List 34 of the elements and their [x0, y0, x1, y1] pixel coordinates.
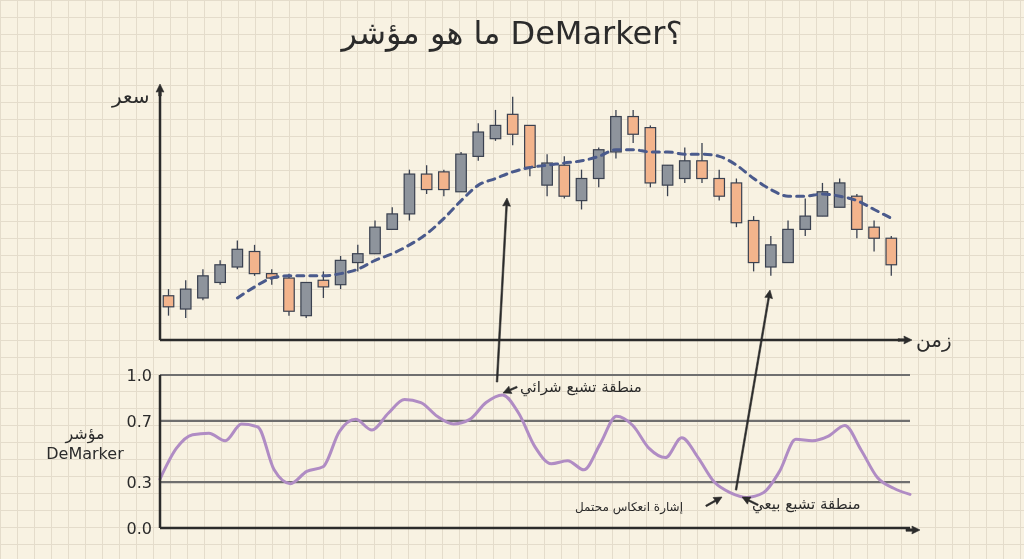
candlestick	[696, 142, 708, 184]
candlestick	[437, 169, 450, 197]
candlestick	[661, 164, 674, 197]
candlestick	[799, 197, 812, 237]
chart-title: ما هو مؤشر DeMarker؟	[339, 14, 684, 52]
candlestick	[386, 206, 399, 231]
candlestick	[868, 219, 880, 253]
candlestick	[713, 169, 726, 202]
x-axis-title: زمن	[916, 328, 952, 352]
y-tick-label: 0.0	[126, 518, 152, 538]
candlestick	[351, 244, 364, 273]
candlestick	[197, 268, 209, 301]
candlestick	[248, 244, 261, 277]
candlestick	[214, 259, 226, 286]
candlestick	[764, 235, 777, 277]
candlestick	[575, 169, 588, 211]
y-axis-title: مؤشر DeMarker	[46, 424, 124, 463]
candlestick	[317, 270, 330, 299]
annotation: منطقة تشبع شرائي	[520, 378, 642, 396]
candlestick	[231, 239, 244, 270]
candlestick	[627, 109, 640, 144]
y-tick-label: 1.0	[126, 365, 152, 385]
candlestick	[489, 109, 502, 142]
candlestick	[420, 164, 433, 195]
annotation: إشارة انعكاس محتمل	[575, 500, 683, 514]
annotation: منطقة تشبع بيعي	[752, 495, 861, 513]
candlestick	[162, 288, 175, 317]
candlestick	[179, 279, 192, 319]
y-axis-title: سعر	[112, 84, 150, 108]
candlestick	[541, 153, 553, 197]
y-tick-label: 0.3	[126, 472, 152, 492]
y-tick-label: 0.7	[126, 411, 152, 431]
candlestick	[506, 95, 519, 146]
candlestick	[678, 146, 691, 184]
